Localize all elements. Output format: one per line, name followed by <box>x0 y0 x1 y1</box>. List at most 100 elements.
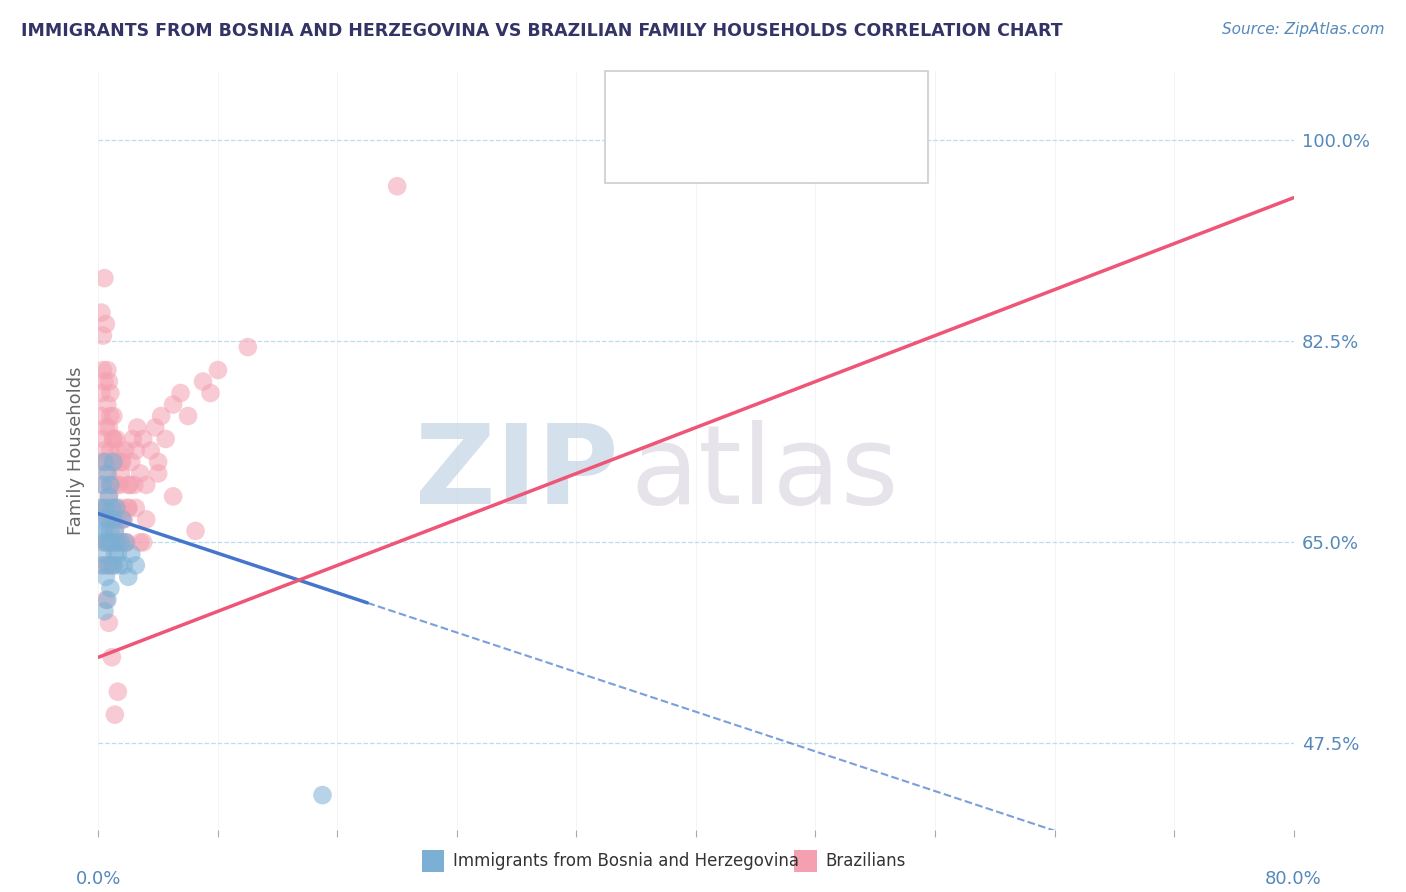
Point <box>96 558 118 573</box>
Point <box>107 547 129 561</box>
Point <box>112 558 135 573</box>
Point <box>118 478 141 492</box>
Point <box>89 500 111 515</box>
Point <box>177 409 200 423</box>
Text: R =: R = <box>665 141 714 161</box>
Point <box>93 524 115 538</box>
Point <box>90 386 112 401</box>
Point <box>110 500 132 515</box>
Point <box>191 375 214 389</box>
Point <box>103 500 125 515</box>
Point <box>200 386 222 401</box>
Point <box>98 386 122 401</box>
Text: 97: 97 <box>831 141 858 161</box>
Point <box>107 443 129 458</box>
Point <box>132 535 155 549</box>
Point <box>105 500 128 515</box>
Point <box>90 409 112 423</box>
Point <box>127 420 149 434</box>
Point <box>101 500 124 515</box>
Point <box>97 535 120 549</box>
Point <box>97 420 120 434</box>
Point <box>103 512 125 526</box>
Point <box>155 432 177 446</box>
Point <box>97 558 120 573</box>
Point <box>103 558 125 573</box>
Point <box>120 455 142 469</box>
Point <box>117 570 139 584</box>
Point <box>98 478 122 492</box>
Point <box>93 500 115 515</box>
Point <box>207 363 229 377</box>
Point <box>108 478 131 492</box>
Point <box>117 500 139 515</box>
Point <box>129 467 152 481</box>
Point <box>117 478 139 492</box>
Point <box>125 558 148 573</box>
Point <box>311 788 333 802</box>
Point <box>96 467 118 481</box>
Point <box>90 305 112 319</box>
Point <box>101 478 124 492</box>
Point <box>91 478 114 492</box>
Text: atlas: atlas <box>630 420 898 526</box>
Text: 0.0%: 0.0% <box>76 870 121 888</box>
Point <box>120 547 142 561</box>
Point <box>98 478 122 492</box>
Point <box>90 558 112 573</box>
Point <box>91 512 114 526</box>
Point <box>97 375 120 389</box>
Point <box>111 455 134 469</box>
Text: R =: R = <box>665 96 707 116</box>
Point <box>94 317 117 331</box>
Point <box>101 535 124 549</box>
Point <box>104 455 127 469</box>
Point <box>97 535 120 549</box>
Point <box>114 535 136 549</box>
Point <box>103 455 125 469</box>
Point <box>91 535 114 549</box>
Point <box>94 570 117 584</box>
Text: N =: N = <box>789 96 832 116</box>
Point <box>135 512 157 526</box>
Point <box>101 535 124 549</box>
Point <box>112 512 135 526</box>
Point <box>115 535 138 549</box>
Point <box>105 535 128 549</box>
Point <box>107 684 129 698</box>
Point <box>104 524 127 538</box>
Point <box>105 500 128 515</box>
Point <box>96 512 118 526</box>
Point <box>98 443 122 458</box>
Point <box>150 409 173 423</box>
Point <box>107 512 129 526</box>
Point <box>89 530 111 544</box>
Text: ZIP: ZIP <box>415 420 619 526</box>
Point <box>93 558 115 573</box>
Point <box>184 524 207 538</box>
Text: Brazilians: Brazilians <box>825 852 905 871</box>
Point <box>108 558 131 573</box>
Point <box>94 420 117 434</box>
Point <box>96 592 118 607</box>
Point <box>125 443 148 458</box>
Text: 40: 40 <box>831 96 858 116</box>
Text: -0.390: -0.390 <box>707 96 776 116</box>
Point <box>103 409 125 423</box>
Point <box>132 432 155 446</box>
Point <box>101 650 124 665</box>
Point <box>98 512 122 526</box>
Point <box>104 547 127 561</box>
Point <box>94 592 117 607</box>
Point <box>105 432 128 446</box>
Point <box>94 535 117 549</box>
Point <box>110 535 132 549</box>
Point <box>91 363 114 377</box>
Point <box>97 615 120 630</box>
Point <box>148 455 170 469</box>
Point <box>97 490 120 504</box>
Point <box>90 500 112 515</box>
Point <box>103 558 125 573</box>
Point <box>105 478 128 492</box>
Text: Source: ZipAtlas.com: Source: ZipAtlas.com <box>1222 22 1385 37</box>
